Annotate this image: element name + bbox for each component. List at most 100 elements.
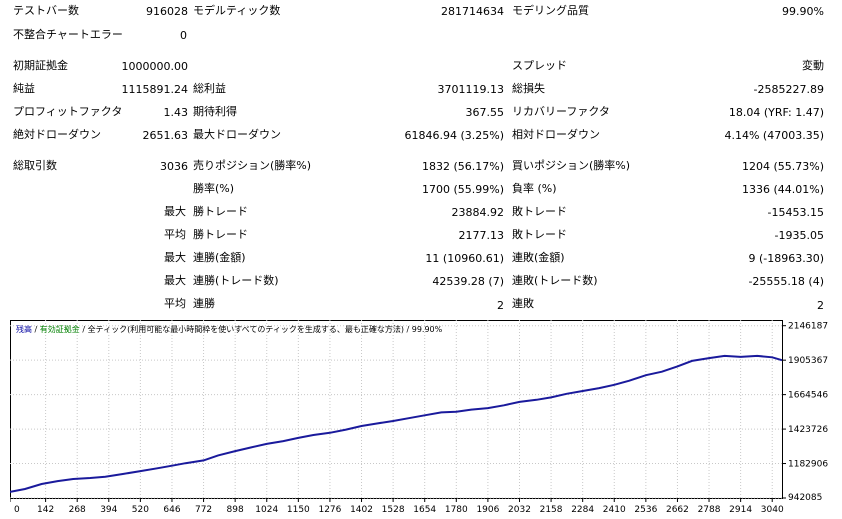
maximal-drawdown-label: 最大ドローダウン <box>193 128 281 141</box>
y-tick-label: 2146187 <box>788 322 828 332</box>
long-positions-value: 1204 (55.73%) <box>741 160 824 173</box>
plot-frame <box>10 320 783 499</box>
y-tick-label: 1905367 <box>788 356 828 366</box>
x-tick-label: 2536 <box>634 505 657 515</box>
bars-label: テストバー数 <box>13 4 79 17</box>
win-rate-value: 1700 (55.99%) <box>421 183 504 196</box>
deposit-label: 初期証拠金 <box>13 59 68 72</box>
relative-drawdown-label: 相対ドローダウン <box>512 128 600 141</box>
largest-prefix: 最大 <box>164 205 186 218</box>
absolute-drawdown-label: 絶対ドローダウン <box>13 128 101 141</box>
gross-profit-label: 総利益 <box>193 82 226 95</box>
y-tick-label: 942085 <box>788 493 822 503</box>
largest-loss-value: -15453.15 <box>767 206 824 219</box>
x-tick-label: 1906 <box>476 505 499 515</box>
mismatch-value: 0 <box>180 29 187 42</box>
average-loss-value: -1935.05 <box>774 229 824 242</box>
short-positions-label: 売りポジション(勝率%) <box>193 159 312 172</box>
bars-value: 916028 <box>146 5 188 18</box>
expected-payoff-value: 367.55 <box>465 106 505 119</box>
largest-loss-label: 敗トレード <box>512 205 567 218</box>
legend-separator-2: / <box>80 325 88 334</box>
avg-consec-loss-label: 連敗 <box>512 297 534 310</box>
profit-factor-value: 1.43 <box>163 106 189 119</box>
x-tick-label: 1150 <box>287 505 310 515</box>
average-win-label: 勝トレード <box>193 228 248 241</box>
largest-win-label: 勝トレード <box>193 205 248 218</box>
x-tick-label: 2662 <box>666 505 689 515</box>
max-consec-wins-money-label: 連勝(金額) <box>193 251 246 264</box>
max-consec-money-prefix: 最大 <box>164 251 186 264</box>
x-tick-label: 394 <box>100 505 117 515</box>
legend-equity: 有効証拠金 <box>40 324 80 334</box>
largest-win-value: 23884.92 <box>451 206 505 219</box>
loss-rate-label: 負率 (%) <box>512 182 557 195</box>
x-axis: 0 142 268 394 520 646 772 898 1024 1150 1276 1402 15… <box>10 498 784 515</box>
avg-consec-prefix: 平均 <box>164 297 186 310</box>
quality-label: モデリング品質 <box>512 4 589 17</box>
x-tick-label: 646 <box>163 505 180 515</box>
short-positions-value: 1832 (56.17%) <box>421 160 504 173</box>
recovery-factor-value: 18.04 (YRF: 1.47) <box>728 106 824 119</box>
x-tick-label: 2284 <box>571 505 594 515</box>
balance-chart: 0 142 268 394 520 646 772 898 1024 1150 1276 1402 15… <box>10 320 842 519</box>
max-consec-loss-count-label: 連敗(トレード数) <box>512 274 598 287</box>
max-consec-loss-money-value: 9 (-18963.30) <box>748 252 824 265</box>
balance-chart-svg: 0 142 268 394 520 646 772 898 1024 1150 1276 1402 15… <box>10 320 828 515</box>
spread-label: スプレッド <box>512 59 567 72</box>
loss-rate-value: 1336 (44.01%) <box>741 183 824 196</box>
x-tick-label: 772 <box>195 505 212 515</box>
relative-drawdown-value: 4.14% (47003.35) <box>724 129 824 142</box>
y-tick-label: 1664546 <box>788 391 828 401</box>
avg-consec-wins-label: 連勝 <box>193 297 215 310</box>
x-tick-label: 1654 <box>413 505 436 515</box>
gross-profit-value: 3701119.13 <box>437 83 504 96</box>
long-positions-label: 買いポジション(勝率%) <box>512 159 631 172</box>
quality-value: 99.90% <box>782 5 824 18</box>
max-consec-wins-money-value: 11 (10960.61) <box>425 252 504 265</box>
max-consec-loss-count-value: -25555.18 (4) <box>748 275 824 288</box>
net-label: 純益 <box>13 82 35 95</box>
maximal-drawdown-value: 61846.94 (3.25%) <box>404 129 504 142</box>
x-tick-label: 1402 <box>350 505 373 515</box>
recovery-factor-label: リカバリーファクタ <box>512 105 610 118</box>
x-tick-label: 268 <box>69 505 86 515</box>
x-tick-label: 1780 <box>445 505 468 515</box>
y-axis: 942085 1182906 1423726 1664546 1905367 214618… <box>782 322 828 503</box>
total-trades-label: 総取引数 <box>13 159 57 172</box>
profit-factor-label: プロフィットファクタ <box>13 105 123 118</box>
average-win-value: 2177.13 <box>458 229 505 242</box>
mismatch-label: 不整合チャートエラー <box>13 28 123 41</box>
max-consec-loss-money-label: 連敗(金額) <box>512 251 565 264</box>
x-tick-label: 2032 <box>508 505 531 515</box>
x-tick-label: 142 <box>37 505 54 515</box>
net-value: 1115891.24 <box>121 83 188 96</box>
x-tick-label: 2410 <box>603 505 626 515</box>
average-loss-label: 敗トレード <box>512 228 567 241</box>
chart-legend: 残高 / 有効証拠金 / 全ティック(利用可能な最小時間枠を使いすべてのティック… <box>16 324 443 334</box>
y-tick-label: 1182906 <box>788 460 828 470</box>
x-tick-label: 2788 <box>698 505 721 515</box>
avg-consec-wins-value: 2 <box>497 299 504 312</box>
ticks-label: モデルティック数 <box>193 4 281 17</box>
legend-separator-1: / <box>32 325 40 334</box>
total-trades-value: 3036 <box>160 160 188 173</box>
x-tick-label: 1528 <box>382 505 405 515</box>
expected-payoff-label: 期待利得 <box>193 105 237 118</box>
balance-line <box>10 354 783 493</box>
x-tick-label: 1024 <box>255 505 278 515</box>
max-consec-wins-count-label: 連勝(トレード数) <box>193 274 279 287</box>
gross-loss-value: -2585227.89 <box>753 83 824 96</box>
y-tick-label: 1423726 <box>788 425 828 435</box>
x-tick-label: 898 <box>227 505 244 515</box>
x-tick-label: 0 <box>14 505 20 515</box>
x-tick-label: 1276 <box>318 505 341 515</box>
x-tick-label: 520 <box>132 505 149 515</box>
win-rate-label: 勝率(%) <box>193 182 235 195</box>
max-consec-wins-count-value: 42539.28 (7) <box>432 275 504 288</box>
legend-balance: 残高 <box>16 324 32 334</box>
ticks-value: 281714634 <box>441 5 504 18</box>
x-tick-label: 2914 <box>729 505 752 515</box>
absolute-drawdown-value: 2651.63 <box>142 129 189 142</box>
legend-model: 全ティック(利用可能な最小時間枠を使いすべてのティックを生成する、最も正確な方法… <box>88 324 443 334</box>
